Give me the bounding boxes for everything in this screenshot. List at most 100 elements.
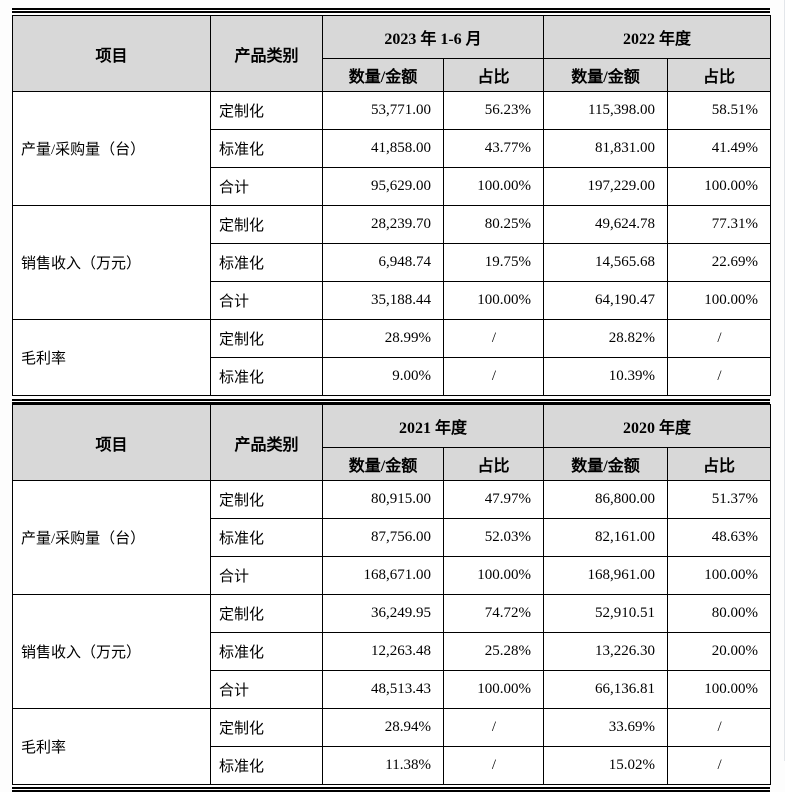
production-sales-table-2021-2020: 项目 产品类别 2021 年度 2020 年度 数量/金额 占比 数量/金额 占… — [12, 404, 772, 785]
value-cell: 74.72% — [442, 594, 545, 633]
value-cell: 100.00% — [442, 670, 545, 709]
col-header-period-2021: 2021 年度 — [321, 404, 545, 448]
document-page: 项目 产品类别 2023 年 1-6 月 2022 年度 数量/金额 占比 数量… — [12, 0, 785, 792]
table-row: 合计 95,629.00 100.00% 197,229.00 100.00% — [13, 167, 772, 206]
table-row: 毛利率 定制化 28.99% / 28.82% / — [12, 319, 772, 396]
row-group-label-gross-margin: 毛利率 — [12, 319, 211, 396]
top-double-rule — [12, 8, 770, 13]
row-group-label-revenue: 销售收入（万元） — [12, 205, 211, 320]
category-cell: 标准化 — [210, 243, 323, 282]
value-cell: 28,239.70 — [322, 205, 444, 244]
table-row: 标准化 9.00% / 10.39% / — [13, 357, 772, 396]
header-row-measures: 数量/金额 占比 数量/金额 占比 — [13, 58, 772, 92]
category-cell: 合计 — [210, 281, 323, 320]
value-cell: 58.51% — [666, 91, 772, 130]
value-cell: / — [443, 319, 544, 358]
col-header-item: 项目 — [12, 404, 211, 481]
value-cell: 13,226.30 — [543, 632, 669, 671]
value-cell: 86,800.00 — [543, 480, 669, 519]
table-row: 销售收入（万元） 定制化 28,239.70 80.25% 49,624.78 … — [12, 205, 772, 320]
value-cell: 81,831.00 — [543, 129, 668, 168]
value-cell: / — [666, 319, 772, 358]
value-cell: 33.69% — [543, 708, 669, 747]
value-cell: 115,398.00 — [543, 91, 668, 130]
value-cell: 49,624.78 — [543, 205, 668, 244]
value-cell: 14,565.68 — [543, 243, 668, 282]
col-header-qty-amount: 数量/金额 — [322, 447, 444, 481]
value-cell: 52.03% — [442, 518, 545, 557]
value-cell: 28.82% — [543, 319, 668, 358]
value-cell: 100.00% — [443, 281, 544, 320]
category-cell: 定制化 — [210, 708, 323, 747]
value-cell: / — [667, 746, 772, 785]
table-row: 合计 168,671.00 100.00% 168,961.00 100.00% — [13, 556, 772, 595]
value-cell: 41.49% — [666, 129, 772, 168]
value-cell: 168,671.00 — [322, 556, 444, 595]
value-cell: 19.75% — [443, 243, 544, 282]
row-group-label-revenue: 销售收入（万元） — [12, 594, 211, 709]
table-row: 产量/采购量（台） 定制化 53,771.00 56.23% 115,398.0… — [12, 91, 772, 206]
col-header-category: 产品类别 — [210, 404, 323, 481]
row-group-label-output: 产量/采购量（台） — [12, 480, 211, 595]
col-header-qty-amount: 数量/金额 — [322, 58, 444, 92]
value-cell: 100.00% — [666, 281, 772, 320]
value-cell: 6,948.74 — [322, 243, 444, 282]
col-header-ratio: 占比 — [666, 58, 772, 92]
col-header-qty-amount: 数量/金额 — [543, 447, 669, 481]
category-cell: 合计 — [210, 556, 323, 595]
category-cell: 合计 — [210, 167, 323, 206]
value-cell: 168,961.00 — [543, 556, 669, 595]
value-cell: 36,249.95 — [322, 594, 444, 633]
bottom-double-rule — [12, 787, 770, 792]
value-cell: / — [442, 708, 545, 747]
value-cell: 52,910.51 — [543, 594, 669, 633]
value-cell: 20.00% — [667, 632, 772, 671]
value-cell: 53,771.00 — [322, 91, 444, 130]
value-cell: 10.39% — [543, 357, 668, 396]
col-header-ratio: 占比 — [442, 447, 545, 481]
category-cell: 标准化 — [210, 518, 323, 557]
table-row: 毛利率 定制化 28.94% / 33.69% / — [12, 708, 772, 785]
production-sales-table-2023-2022: 项目 产品类别 2023 年 1-6 月 2022 年度 数量/金额 占比 数量… — [12, 15, 772, 396]
value-cell: / — [442, 746, 545, 785]
table-row: 标准化 12,263.48 25.28% 13,226.30 20.00% — [13, 632, 772, 671]
value-cell: 35,188.44 — [322, 281, 444, 320]
category-cell: 定制化 — [210, 480, 323, 519]
value-cell: 9.00% — [322, 357, 444, 396]
value-cell: 100.00% — [667, 670, 772, 709]
col-header-period-2020: 2020 年度 — [543, 404, 772, 448]
category-cell: 标准化 — [210, 746, 323, 785]
value-cell: 28.94% — [322, 708, 444, 747]
value-cell: 64,190.47 — [543, 281, 668, 320]
col-header-category: 产品类别 — [210, 15, 323, 92]
value-cell: 22.69% — [666, 243, 772, 282]
category-cell: 定制化 — [210, 91, 323, 130]
header-row-measures: 数量/金额 占比 数量/金额 占比 — [13, 447, 772, 481]
value-cell: 12,263.48 — [322, 632, 444, 671]
value-cell: 100.00% — [443, 167, 544, 206]
category-cell: 定制化 — [210, 594, 323, 633]
value-cell: 80.25% — [443, 205, 544, 244]
value-cell: 80.00% — [667, 594, 772, 633]
value-cell: 197,229.00 — [543, 167, 668, 206]
value-cell: 66,136.81 — [543, 670, 669, 709]
value-cell: 87,756.00 — [322, 518, 444, 557]
row-group-label-gross-margin: 毛利率 — [12, 708, 211, 785]
value-cell: 95,629.00 — [322, 167, 444, 206]
col-header-ratio: 占比 — [667, 447, 772, 481]
category-cell: 标准化 — [210, 129, 323, 168]
value-cell: 47.97% — [442, 480, 545, 519]
value-cell: 82,161.00 — [543, 518, 669, 557]
value-cell: 48.63% — [667, 518, 772, 557]
value-cell: 100.00% — [667, 556, 772, 595]
header-row-periods: 项目 产品类别 2021 年度 2020 年度 — [12, 404, 772, 481]
col-header-ratio: 占比 — [443, 58, 544, 92]
value-cell: 43.77% — [443, 129, 544, 168]
value-cell: 25.28% — [442, 632, 545, 671]
value-cell: 56.23% — [443, 91, 544, 130]
col-header-qty-amount: 数量/金额 — [543, 58, 668, 92]
table-row: 产量/采购量（台） 定制化 80,915.00 47.97% 86,800.00… — [12, 480, 772, 595]
value-cell: 48,513.43 — [322, 670, 444, 709]
table-row: 合计 35,188.44 100.00% 64,190.47 100.00% — [13, 281, 772, 320]
table-row: 合计 48,513.43 100.00% 66,136.81 100.00% — [13, 670, 772, 709]
